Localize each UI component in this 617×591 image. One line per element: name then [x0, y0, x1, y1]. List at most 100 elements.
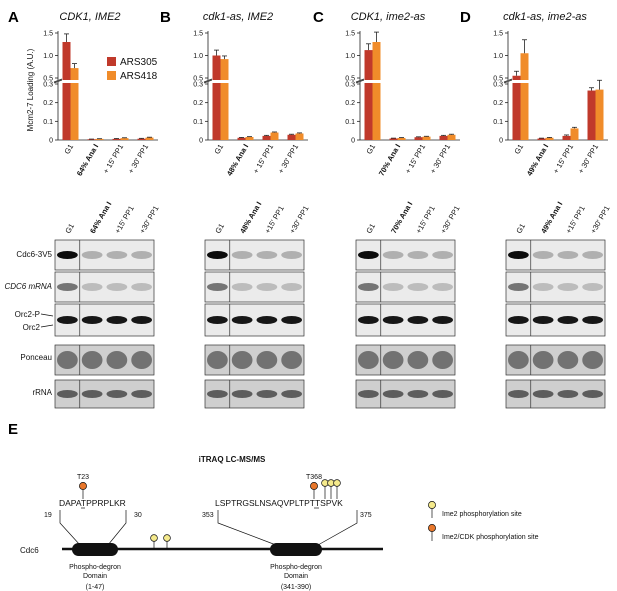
blot-band	[582, 283, 603, 291]
lane-label: +30' PP1	[288, 204, 311, 235]
bar-ars305	[212, 55, 221, 80]
blot-band	[432, 251, 453, 259]
domain1-range: (1-47)	[86, 584, 105, 591]
y-tick-label: 1.5	[193, 31, 203, 38]
blot-band	[81, 351, 103, 369]
row-label-rrna: rRNA	[32, 388, 52, 397]
ime2-site-4-marker	[333, 479, 341, 487]
domain2-line1: Phospho-degron	[270, 564, 322, 571]
x-tick-label: G1	[512, 143, 525, 156]
blot-band	[407, 251, 429, 259]
blot-band	[432, 316, 453, 324]
arrow-orc2-p	[40, 313, 54, 317]
blot-band	[557, 390, 579, 398]
panel-letter-b: B	[160, 9, 171, 26]
blot-band	[256, 390, 278, 398]
blot-band	[382, 251, 404, 259]
y-tick-label: 0.5	[493, 76, 503, 83]
y-tick-label: 1.0	[193, 53, 203, 60]
blot-band	[106, 316, 128, 324]
site-t23-marker	[79, 482, 87, 490]
lane-label: +15' PP1	[564, 204, 587, 235]
x-tick-label: + 30' PP1	[276, 143, 300, 176]
y-tick-label: 0	[49, 138, 53, 145]
blot-band	[532, 351, 554, 369]
bar-lower-segment	[372, 83, 381, 140]
lane-label: +15' PP1	[263, 204, 286, 235]
blot-band	[407, 316, 429, 324]
domain2-range: (341-390)	[281, 584, 311, 591]
y-tick-label: 0.5	[43, 76, 53, 83]
bar-ars418	[145, 137, 154, 140]
panel-c: C CDK1, ime2-as 0.5 1.0 1.5 0 0.1 0.2 0.3 G1 70%…	[313, 9, 460, 177]
blot-band	[131, 351, 152, 369]
bar-ars418	[545, 137, 554, 140]
bar-lower-segment	[62, 83, 71, 140]
blot-band	[508, 316, 529, 324]
blot-strip	[54, 344, 155, 376]
blot-band	[407, 351, 429, 369]
peptide-1-connector-right	[107, 510, 127, 546]
blot-band	[81, 251, 103, 259]
blot-band	[131, 283, 152, 291]
bar-ars305	[364, 50, 373, 80]
bar-ars305	[262, 135, 271, 140]
y-tick-label: 0.3	[493, 82, 503, 89]
lane-label: G1	[63, 222, 76, 235]
blot-band	[207, 351, 228, 369]
bar-ars418	[95, 138, 104, 140]
peptide-1-end: 30	[134, 512, 142, 519]
lane-label: 48% Ana I	[238, 200, 263, 235]
x-tick-label: + 15' PP1	[101, 143, 125, 176]
domain1-line1: Phospho-degron	[69, 564, 121, 571]
y-tick-label: 1.0	[493, 53, 503, 60]
bar-lower-segment	[212, 83, 221, 140]
blot-band	[281, 390, 302, 398]
bar-ars418	[120, 138, 129, 140]
y-tick-label: 0	[199, 138, 203, 145]
bar-ars418	[520, 53, 529, 80]
axis-break-mark	[503, 78, 513, 83]
blot-band	[57, 283, 78, 291]
lane-label: +15' PP1	[414, 204, 437, 235]
blot-band	[358, 283, 379, 291]
y-tick-label: 1.5	[43, 31, 53, 38]
blot-band	[582, 390, 603, 398]
bar-lower-segment	[520, 83, 529, 140]
row-label-ponceau: Ponceau	[20, 353, 52, 362]
lane-label: 70% Ana I	[389, 200, 414, 235]
peptide-2-connector-left	[217, 510, 277, 546]
blot-band	[358, 351, 379, 369]
bar-ars305	[587, 90, 596, 140]
blot-band	[582, 351, 603, 369]
bar-ars305	[237, 137, 246, 140]
bar-ars418	[570, 128, 579, 140]
blot-band	[382, 283, 404, 291]
lane-label: +30' PP1	[589, 204, 612, 235]
y-tick-label: 0.1	[493, 119, 503, 126]
blot-band	[432, 390, 453, 398]
y-tick-label: 0.5	[345, 76, 355, 83]
bar-lower-segment	[364, 83, 373, 140]
blot-band	[131, 390, 152, 398]
blot-band	[131, 251, 152, 259]
panel-letter-d: D	[460, 9, 471, 26]
y-tick-label: 0.2	[345, 100, 355, 107]
blot-strip	[204, 344, 305, 376]
blot-band	[532, 390, 554, 398]
y-tick-label: 0.1	[43, 119, 53, 126]
bar-lower-segment	[512, 83, 521, 140]
x-tick-label: 64% Ana I	[75, 143, 100, 178]
y-tick-label: 1.0	[43, 53, 53, 60]
legend-ime2-marker	[428, 501, 436, 509]
legend-label-ars418: ARS418	[120, 71, 158, 82]
blot-band	[508, 283, 529, 291]
panel-e-title: iTRAQ LC-MS/MS	[199, 455, 266, 464]
bar-ars418	[447, 134, 456, 140]
axis-break-mark	[355, 78, 365, 83]
blot-strip	[355, 344, 456, 376]
blot-strip	[505, 239, 606, 271]
y-tick-label: 0.1	[193, 119, 203, 126]
y-tick-label: 0	[499, 138, 503, 145]
lane-label: 64% Ana I	[88, 200, 113, 235]
